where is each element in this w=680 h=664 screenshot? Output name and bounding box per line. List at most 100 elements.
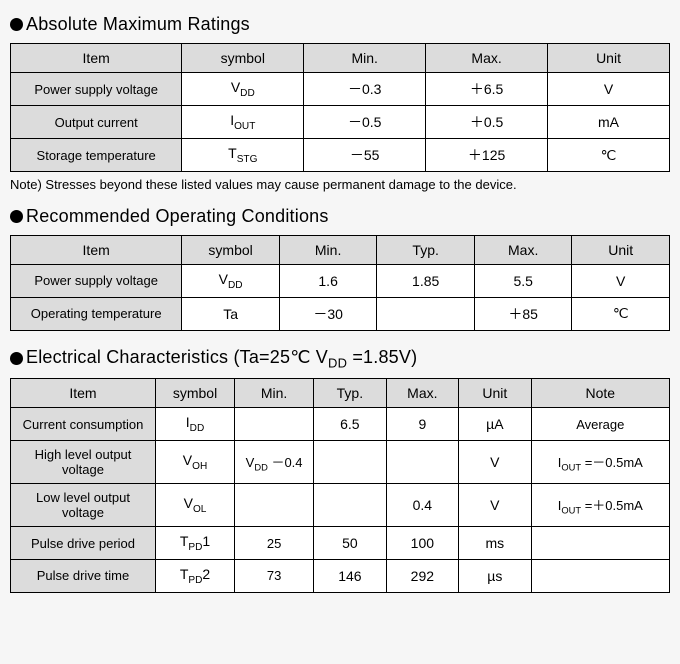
roc-table: Item symbol Min. Typ. Max. Unit Power su… [10, 235, 670, 331]
amr-title: Absolute Maximum Ratings [26, 14, 250, 35]
amr-body: Power supply voltageVDD－0.3＋6.5VOutput c… [11, 73, 670, 172]
ec-unit: µA [459, 408, 531, 441]
ec-min [235, 408, 314, 441]
ec-title: Electrical Characteristics (Ta=25℃ VDD =… [26, 347, 417, 371]
ec-note [531, 559, 669, 592]
roc-col-unit: Unit [572, 236, 670, 265]
ec-min: 25 [235, 527, 314, 560]
amr-col-max: Max. [426, 44, 548, 73]
amr-max: ＋125 [426, 139, 548, 172]
amr-max: ＋6.5 [426, 73, 548, 106]
table-row: Pulse drive timeTPD273146292µs [11, 559, 670, 592]
amr-item: Storage temperature [11, 139, 182, 172]
ec-typ: 6.5 [314, 408, 386, 441]
table-row: High level output voltageVOHVDD －0.4 VIOU… [11, 441, 670, 484]
ec-typ: 50 [314, 527, 386, 560]
table-row: Power supply voltageVDD－0.3＋6.5V [11, 73, 670, 106]
amr-col-symbol: symbol [182, 44, 304, 73]
ec-item: Current consumption [11, 408, 156, 441]
ec-max: 9 [386, 408, 458, 441]
ec-item: Pulse drive time [11, 559, 156, 592]
ec-note: IOUT =－0.5mA [531, 441, 669, 484]
ec-max: 100 [386, 527, 458, 560]
ec-note: Average [531, 408, 669, 441]
ec-min: 73 [235, 559, 314, 592]
ec-unit: µs [459, 559, 531, 592]
bullet-icon [10, 352, 23, 365]
roc-unit: V [572, 265, 670, 298]
roc-min: 1.6 [279, 265, 377, 298]
ec-max [386, 441, 458, 484]
ec-col-symbol: symbol [155, 379, 234, 408]
table-row: Output currentIOUT－0.5＋0.5mA [11, 106, 670, 139]
amr-heading: Absolute Maximum Ratings [10, 14, 670, 35]
roc-symbol: Ta [182, 297, 280, 330]
ec-symbol: IDD [155, 408, 234, 441]
roc-col-min: Min. [279, 236, 377, 265]
roc-header-row: Item symbol Min. Typ. Max. Unit [11, 236, 670, 265]
ec-col-unit: Unit [459, 379, 531, 408]
amr-symbol: IOUT [182, 106, 304, 139]
amr-unit: V [548, 73, 670, 106]
amr-unit: ℃ [548, 139, 670, 172]
ec-col-typ: Typ. [314, 379, 386, 408]
amr-header-row: Item symbol Min. Max. Unit [11, 44, 670, 73]
ec-min [235, 484, 314, 527]
amr-min: －55 [304, 139, 426, 172]
ec-typ [314, 484, 386, 527]
ec-item: High level output voltage [11, 441, 156, 484]
roc-body: Power supply voltageVDD1.61.855.5VOperat… [11, 265, 670, 331]
ec-unit: ms [459, 527, 531, 560]
ec-header-row: Item symbol Min. Typ. Max. Unit Note [11, 379, 670, 408]
ec-item: Low level output voltage [11, 484, 156, 527]
table-row: Power supply voltageVDD1.61.855.5V [11, 265, 670, 298]
ec-symbol: VOH [155, 441, 234, 484]
roc-typ: 1.85 [377, 265, 475, 298]
roc-col-item: Item [11, 236, 182, 265]
ec-unit: V [459, 484, 531, 527]
ec-symbol: TPD1 [155, 527, 234, 560]
roc-item: Power supply voltage [11, 265, 182, 298]
ec-symbol: TPD2 [155, 559, 234, 592]
ec-note [531, 527, 669, 560]
ec-min: VDD －0.4 [235, 441, 314, 484]
roc-min: －30 [279, 297, 377, 330]
roc-col-max: Max. [474, 236, 572, 265]
bullet-icon [10, 210, 23, 223]
ec-typ [314, 441, 386, 484]
ec-typ: 146 [314, 559, 386, 592]
bullet-icon [10, 18, 23, 31]
roc-col-typ: Typ. [377, 236, 475, 265]
ec-col-item: Item [11, 379, 156, 408]
ec-unit: V [459, 441, 531, 484]
ec-symbol: VOL [155, 484, 234, 527]
amr-table: Item symbol Min. Max. Unit Power supply … [10, 43, 670, 172]
roc-symbol: VDD [182, 265, 280, 298]
roc-title: Recommended Operating Conditions [26, 206, 329, 227]
roc-col-symbol: symbol [182, 236, 280, 265]
ec-col-note: Note [531, 379, 669, 408]
amr-symbol: TSTG [182, 139, 304, 172]
roc-typ [377, 297, 475, 330]
amr-max: ＋0.5 [426, 106, 548, 139]
roc-unit: ℃ [572, 297, 670, 330]
table-row: Pulse drive periodTPD12550100ms [11, 527, 670, 560]
amr-item: Output current [11, 106, 182, 139]
ec-note: IOUT =＋0.5mA [531, 484, 669, 527]
amr-unit: mA [548, 106, 670, 139]
table-row: Current consumptionIDD 6.59µAAverage [11, 408, 670, 441]
ec-heading: Electrical Characteristics (Ta=25℃ VDD =… [10, 347, 670, 371]
amr-min: －0.5 [304, 106, 426, 139]
amr-col-min: Min. [304, 44, 426, 73]
amr-symbol: VDD [182, 73, 304, 106]
roc-item: Operating temperature [11, 297, 182, 330]
roc-heading: Recommended Operating Conditions [10, 206, 670, 227]
ec-table: Item symbol Min. Typ. Max. Unit Note Cur… [10, 378, 670, 592]
amr-item: Power supply voltage [11, 73, 182, 106]
ec-col-min: Min. [235, 379, 314, 408]
amr-min: －0.3 [304, 73, 426, 106]
roc-max: 5.5 [474, 265, 572, 298]
amr-col-item: Item [11, 44, 182, 73]
ec-max: 0.4 [386, 484, 458, 527]
table-row: Storage temperatureTSTG－55＋125℃ [11, 139, 670, 172]
